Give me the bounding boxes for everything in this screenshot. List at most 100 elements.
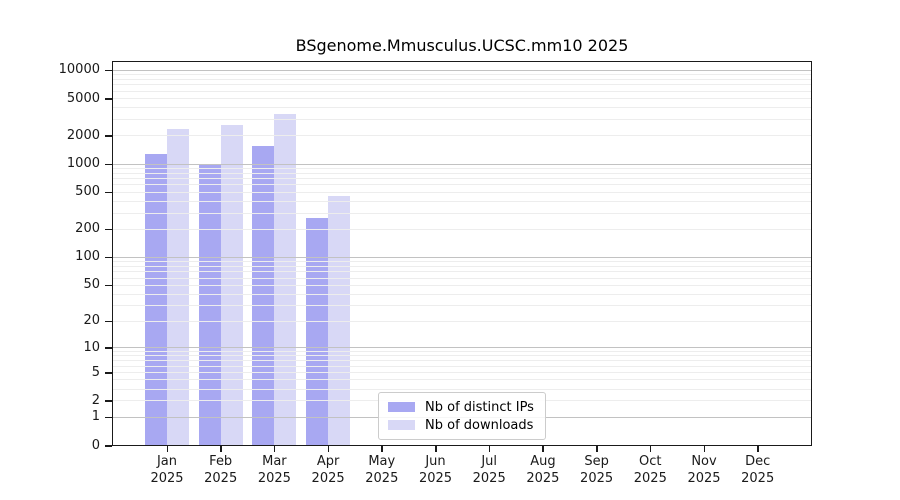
x-tick-month: Sep (584, 454, 609, 469)
gridline-minor-900 (113, 167, 811, 169)
y-tick-mark-10 (105, 347, 112, 349)
bar-distinct-ips-feb (198, 163, 221, 445)
x-tick-label-nov: Nov 2025 (672, 453, 736, 487)
x-tick-month: Feb (209, 454, 233, 469)
y-tick-label-5000: 5000 (66, 90, 100, 106)
x-tick-month: Oct (639, 454, 662, 469)
x-tick-year: 2025 (311, 471, 345, 486)
bar-distinct-ips-jan (145, 154, 167, 445)
x-tick-year: 2025 (365, 471, 399, 486)
gridline-minor-70 (113, 271, 811, 273)
y-tick-label-2: 2 (91, 392, 100, 408)
bar-distinct-ips-apr (306, 217, 329, 445)
x-tick-year: 2025 (633, 471, 667, 486)
x-tick-mark-jun (435, 446, 437, 452)
gridline-minor-4000 (113, 107, 811, 109)
legend: Nb of distinct IPs Nb of downloads (378, 392, 546, 440)
y-tick-mark-10000 (105, 69, 112, 72)
gridline-minor-40 (113, 293, 811, 295)
gridline-minor-3 (113, 388, 811, 390)
gridline-major-100 (113, 256, 811, 258)
y-tick-mark-0 (105, 445, 112, 447)
x-tick-mark-apr (327, 446, 330, 452)
x-tick-month: May (368, 454, 396, 469)
gridline-minor-200 (113, 228, 811, 230)
bar-downloads-mar (274, 113, 297, 445)
y-tick-label-200: 200 (75, 221, 100, 237)
x-tick-label-aug: Aug 2025 (511, 453, 575, 487)
y-tick-mark-50 (105, 284, 112, 287)
x-tick-mark-jul (488, 446, 491, 452)
gridline-minor-20 (113, 320, 811, 322)
y-tick-label-5: 5 (91, 364, 100, 380)
x-tick-year: 2025 (204, 471, 238, 486)
x-tick-year: 2025 (580, 471, 614, 486)
x-tick-year: 2025 (150, 471, 184, 486)
x-tick-label-sep: Sep 2025 (565, 453, 629, 487)
x-tick-month: Apr (316, 454, 340, 469)
y-tick-mark-500 (105, 191, 112, 194)
y-tick-label-50: 50 (83, 277, 100, 293)
gridline-minor-7 (113, 360, 811, 362)
plot-area (112, 61, 812, 446)
y-tick-mark-200 (105, 228, 112, 231)
gridline-minor-6000 (113, 90, 811, 92)
y-tick-mark-100 (105, 256, 112, 259)
x-tick-year: 2025 (472, 471, 506, 486)
legend-label: Nb of downloads (425, 417, 534, 433)
gridline-minor-2000 (113, 135, 811, 137)
y-tick-label-10: 10 (83, 339, 100, 355)
gridline-major-1000 (113, 163, 811, 165)
y-tick-label-0: 0 (91, 437, 100, 453)
gridline-minor-800 (113, 172, 811, 174)
y-tick-label-100: 100 (75, 249, 100, 265)
y-tick-mark-1000 (105, 163, 112, 166)
gridline-minor-600 (113, 184, 811, 186)
x-tick-label-jun: Jun 2025 (404, 453, 468, 487)
x-tick-month: Jan (156, 454, 178, 469)
x-tick-label-oct: Oct 2025 (618, 453, 682, 487)
x-tick-label-may: May 2025 (350, 453, 414, 487)
gridline-minor-60 (113, 277, 811, 279)
y-tick-label-20: 20 (83, 313, 100, 329)
gridline-minor-3000 (113, 118, 811, 120)
x-tick-mark-dec (757, 446, 759, 452)
legend-swatch-downloads (388, 420, 415, 430)
x-tick-month: Aug (530, 454, 556, 469)
legend-item-downloads: Nb of downloads (388, 416, 536, 434)
x-tick-label-apr: Apr 2025 (296, 453, 360, 487)
x-tick-mark-jan (166, 446, 168, 452)
gridline-minor-80 (113, 265, 811, 267)
gridline-minor-400 (113, 200, 811, 202)
x-tick-label-dec: Dec 2025 (726, 453, 790, 487)
x-tick-mark-oct (649, 446, 652, 452)
y-tick-label-10000: 10000 (58, 62, 100, 78)
y-tick-label-1000: 1000 (66, 156, 100, 172)
legend-swatch-distinct-ips (388, 402, 415, 412)
x-tick-mark-sep (596, 446, 598, 452)
y-tick-label-2000: 2000 (66, 127, 100, 143)
x-tick-label-jul: Jul 2025 (457, 453, 521, 487)
gridline-minor-50 (113, 284, 811, 286)
gridline-minor-6 (113, 365, 811, 367)
bar-downloads-jan (167, 128, 189, 445)
gridline-minor-8000 (113, 78, 811, 80)
gridline-minor-5000 (113, 98, 811, 100)
y-tick-mark-5 (105, 372, 112, 374)
bar-downloads-apr (328, 196, 351, 445)
x-tick-mark-may (381, 446, 383, 452)
gridline-major-10 (113, 347, 811, 349)
x-tick-month: Jul (481, 454, 498, 469)
x-tick-month: Mar (262, 454, 287, 469)
x-tick-label-jan: Jan 2025 (135, 453, 199, 487)
x-tick-label-mar: Mar 2025 (242, 453, 306, 487)
y-tick-mark-2000 (105, 135, 112, 137)
x-tick-month: Dec (745, 454, 771, 469)
x-tick-year: 2025 (257, 471, 291, 486)
x-tick-mark-nov (703, 446, 705, 452)
x-tick-year: 2025 (526, 471, 560, 486)
y-tick-mark-5000 (105, 98, 112, 100)
bar-distinct-ips-mar (252, 145, 275, 445)
legend-label: Nb of distinct IPs (425, 399, 534, 415)
